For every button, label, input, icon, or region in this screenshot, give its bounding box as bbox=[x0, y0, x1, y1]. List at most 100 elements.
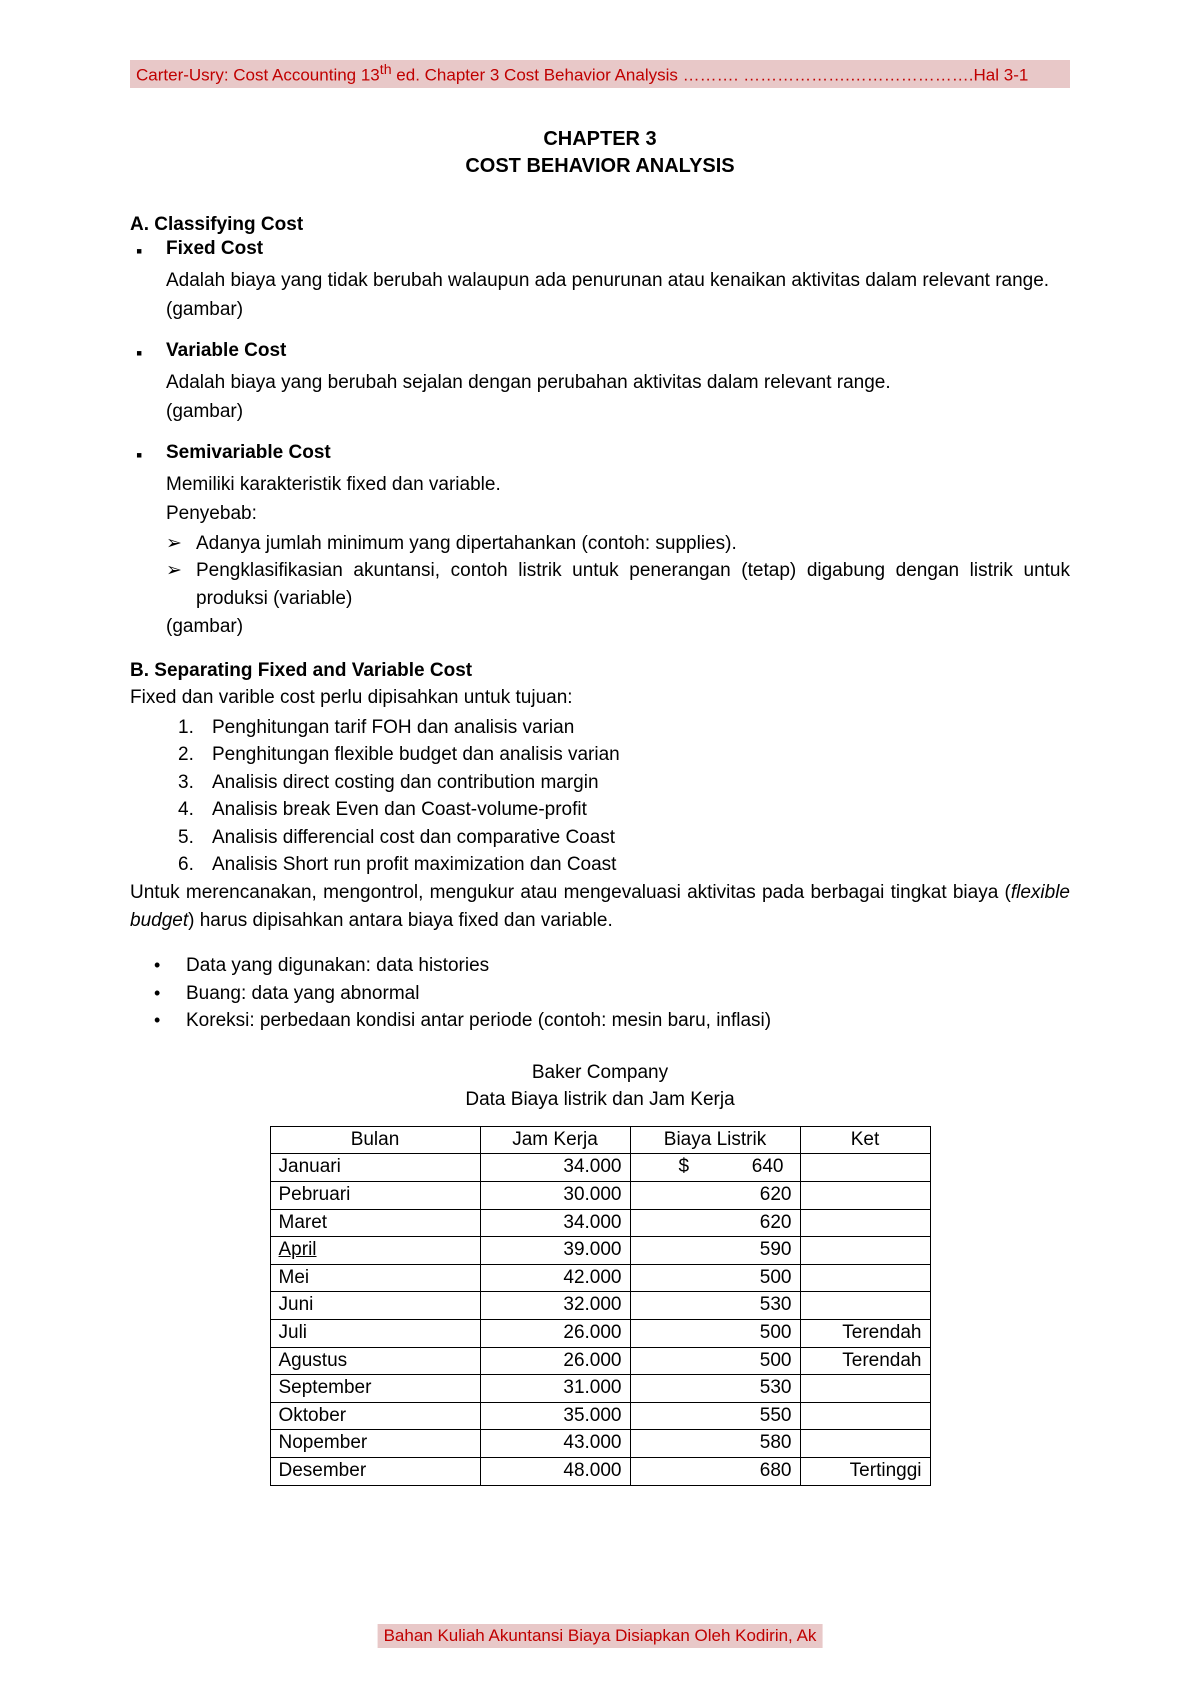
col-header-bulan: Bulan bbox=[270, 1126, 480, 1154]
disc-text: Buang: data yang abnormal bbox=[186, 980, 1070, 1008]
col-header-jam: Jam Kerja bbox=[480, 1126, 630, 1154]
cell-ket bbox=[800, 1402, 930, 1430]
bullet-item: ▪ Semivariable Cost bbox=[130, 442, 1070, 469]
cell-jam: 39.000 bbox=[480, 1237, 630, 1265]
number-marker: 2. bbox=[178, 741, 212, 769]
table-row: Juli26.000500Terendah bbox=[270, 1319, 930, 1347]
cell-bulan: April bbox=[270, 1237, 480, 1265]
numbered-item: 6.Analisis Short run profit maximization… bbox=[178, 851, 1070, 879]
biaya-value: 640 bbox=[752, 1154, 784, 1181]
chapter-number: CHAPTER 3 bbox=[130, 128, 1070, 151]
arrow-icon: ➢ bbox=[166, 557, 196, 612]
disc-bullet-icon: • bbox=[154, 980, 186, 1008]
cell-biaya: 680 bbox=[630, 1457, 800, 1485]
cell-jam: 31.000 bbox=[480, 1375, 630, 1403]
cell-biaya: $640 bbox=[630, 1154, 800, 1182]
numbered-item: 1.Penghitungan tarif FOH dan analisis va… bbox=[178, 714, 1070, 742]
cell-jam: 35.000 bbox=[480, 1402, 630, 1430]
table-subtitle: Data Biaya listrik dan Jam Kerja bbox=[130, 1086, 1070, 1114]
cell-biaya: 590 bbox=[630, 1237, 800, 1265]
disc-text: Data yang digunakan: data histories bbox=[186, 952, 1070, 980]
cell-biaya: 530 bbox=[630, 1375, 800, 1403]
cell-ket bbox=[800, 1154, 930, 1182]
cell-bulan: Pebruari bbox=[270, 1181, 480, 1209]
cell-jam: 43.000 bbox=[480, 1430, 630, 1458]
disc-item: •Buang: data yang abnormal bbox=[154, 980, 1070, 1008]
section-a-heading: A. Classifying Cost bbox=[130, 214, 1070, 236]
dollar-sign: $ bbox=[679, 1154, 690, 1181]
chapter-title: COST BEHAVIOR ANALYSIS bbox=[130, 155, 1070, 178]
cell-bulan: Nopember bbox=[270, 1430, 480, 1458]
cell-bulan: Mei bbox=[270, 1264, 480, 1292]
gambar-placeholder: (gambar) bbox=[166, 296, 1070, 324]
disc-bullet-icon: • bbox=[154, 952, 186, 980]
cell-ket bbox=[800, 1209, 930, 1237]
table-row: Juni32.000530 bbox=[270, 1292, 930, 1320]
paragraph: Untuk merencanakan, mengontrol, mengukur… bbox=[130, 879, 1070, 934]
header-text-mid: ed. Chapter 3 Cost Behavior Analysis ………… bbox=[392, 66, 1029, 85]
table-row: Mei42.000500 bbox=[270, 1264, 930, 1292]
section-b-heading: B. Separating Fixed and Variable Cost bbox=[130, 660, 1070, 682]
cell-jam: 48.000 bbox=[480, 1457, 630, 1485]
gambar-placeholder: (gambar) bbox=[166, 398, 1070, 426]
number-marker: 5. bbox=[178, 824, 212, 852]
outro-pre: Untuk merencanakan, mengontrol, mengukur… bbox=[130, 882, 1011, 903]
disc-item: •Data yang digunakan: data histories bbox=[154, 952, 1070, 980]
table-row: Nopember43.000580 bbox=[270, 1430, 930, 1458]
cell-ket bbox=[800, 1375, 930, 1403]
table-row: Maret34.000620 bbox=[270, 1209, 930, 1237]
numbered-text: Penghitungan tarif FOH dan analisis vari… bbox=[212, 714, 1070, 742]
cell-jam: 26.000 bbox=[480, 1347, 630, 1375]
outro-post: ) harus dipisahkan antara biaya fixed da… bbox=[188, 910, 613, 931]
cell-ket bbox=[800, 1181, 930, 1209]
cell-jam: 32.000 bbox=[480, 1292, 630, 1320]
number-marker: 6. bbox=[178, 851, 212, 879]
header-text-left: Carter-Usry: Cost Accounting 13 bbox=[136, 66, 380, 85]
data-table: Bulan Jam Kerja Biaya Listrik Ket Januar… bbox=[270, 1126, 931, 1486]
page-footer: Bahan Kuliah Akuntansi Biaya Disiapkan O… bbox=[378, 1624, 823, 1648]
paragraph: Adalah biaya yang tidak berubah walaupun… bbox=[166, 267, 1070, 295]
cell-ket: Terendah bbox=[800, 1319, 930, 1347]
cell-ket bbox=[800, 1264, 930, 1292]
table-row: Januari34.000$640 bbox=[270, 1154, 930, 1182]
disc-text: Koreksi: perbedaan kondisi antar periode… bbox=[186, 1007, 1070, 1035]
number-marker: 1. bbox=[178, 714, 212, 742]
table-company: Baker Company bbox=[130, 1059, 1070, 1087]
paragraph: Adalah biaya yang berubah sejalan dengan… bbox=[166, 369, 1070, 397]
cell-biaya: 550 bbox=[630, 1402, 800, 1430]
cell-bulan: Juli bbox=[270, 1319, 480, 1347]
table-row: September31.000530 bbox=[270, 1375, 930, 1403]
bullet-item: ▪ Variable Cost bbox=[130, 340, 1070, 367]
numbered-text: Analisis differencial cost dan comparati… bbox=[212, 824, 1070, 852]
gambar-placeholder: (gambar) bbox=[166, 613, 1070, 641]
cell-biaya: 500 bbox=[630, 1264, 800, 1292]
arrow-icon: ➢ bbox=[166, 530, 196, 558]
cell-jam: 34.000 bbox=[480, 1154, 630, 1182]
cell-bulan: Desember bbox=[270, 1457, 480, 1485]
cell-bulan: September bbox=[270, 1375, 480, 1403]
table-row: Agustus26.000500Terendah bbox=[270, 1347, 930, 1375]
table-header-row: Bulan Jam Kerja Biaya Listrik Ket bbox=[270, 1126, 930, 1154]
cell-ket bbox=[800, 1430, 930, 1458]
cell-bulan: Juni bbox=[270, 1292, 480, 1320]
numbered-text: Analisis break Even dan Coast-volume-pro… bbox=[212, 796, 1070, 824]
cell-jam: 42.000 bbox=[480, 1264, 630, 1292]
table-row: Pebruari30.000620 bbox=[270, 1181, 930, 1209]
number-marker: 4. bbox=[178, 796, 212, 824]
arrow-item: ➢ Adanya jumlah minimum yang dipertahank… bbox=[166, 530, 1070, 558]
arrow-item: ➢ Pengklasifikasian akuntansi, contoh li… bbox=[166, 557, 1070, 612]
cell-bulan: Januari bbox=[270, 1154, 480, 1182]
cell-biaya: 500 bbox=[630, 1347, 800, 1375]
bullet-title: Fixed Cost bbox=[166, 238, 1070, 260]
table-row: April39.000590 bbox=[270, 1237, 930, 1265]
cell-jam: 34.000 bbox=[480, 1209, 630, 1237]
cell-bulan: Agustus bbox=[270, 1347, 480, 1375]
col-header-ket: Ket bbox=[800, 1126, 930, 1154]
cell-ket: Tertinggi bbox=[800, 1457, 930, 1485]
page-header: Carter-Usry: Cost Accounting 13th ed. Ch… bbox=[130, 60, 1070, 88]
table-row: Oktober35.000550 bbox=[270, 1402, 930, 1430]
arrow-text: Pengklasifikasian akuntansi, contoh list… bbox=[196, 557, 1070, 612]
cell-ket bbox=[800, 1292, 930, 1320]
numbered-item: 4.Analisis break Even dan Coast-volume-p… bbox=[178, 796, 1070, 824]
numbered-text: Analisis direct costing dan contribution… bbox=[212, 769, 1070, 797]
